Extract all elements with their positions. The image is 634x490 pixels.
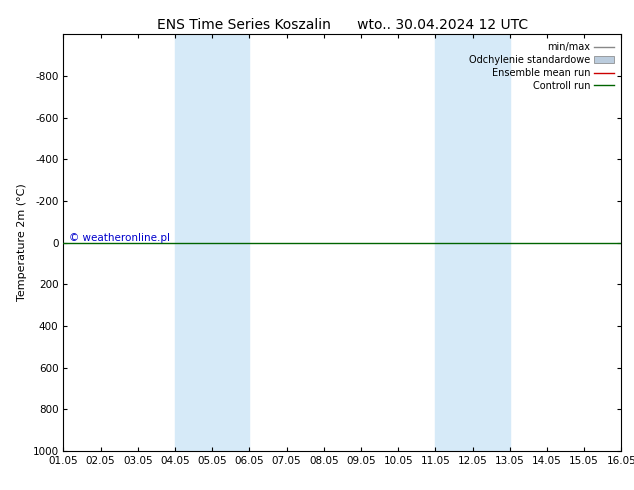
Text: © weatheronline.pl: © weatheronline.pl [69,233,170,243]
Title: ENS Time Series Koszalin      wto.. 30.04.2024 12 UTC: ENS Time Series Koszalin wto.. 30.04.202… [157,18,528,32]
Bar [175,34,249,451]
Legend: min/max, Odchylenie standardowe, Ensemble mean run, Controll run: min/max, Odchylenie standardowe, Ensembl… [466,39,616,94]
Bar [436,34,510,451]
Y-axis label: Temperature 2m (°C): Temperature 2m (°C) [17,184,27,301]
